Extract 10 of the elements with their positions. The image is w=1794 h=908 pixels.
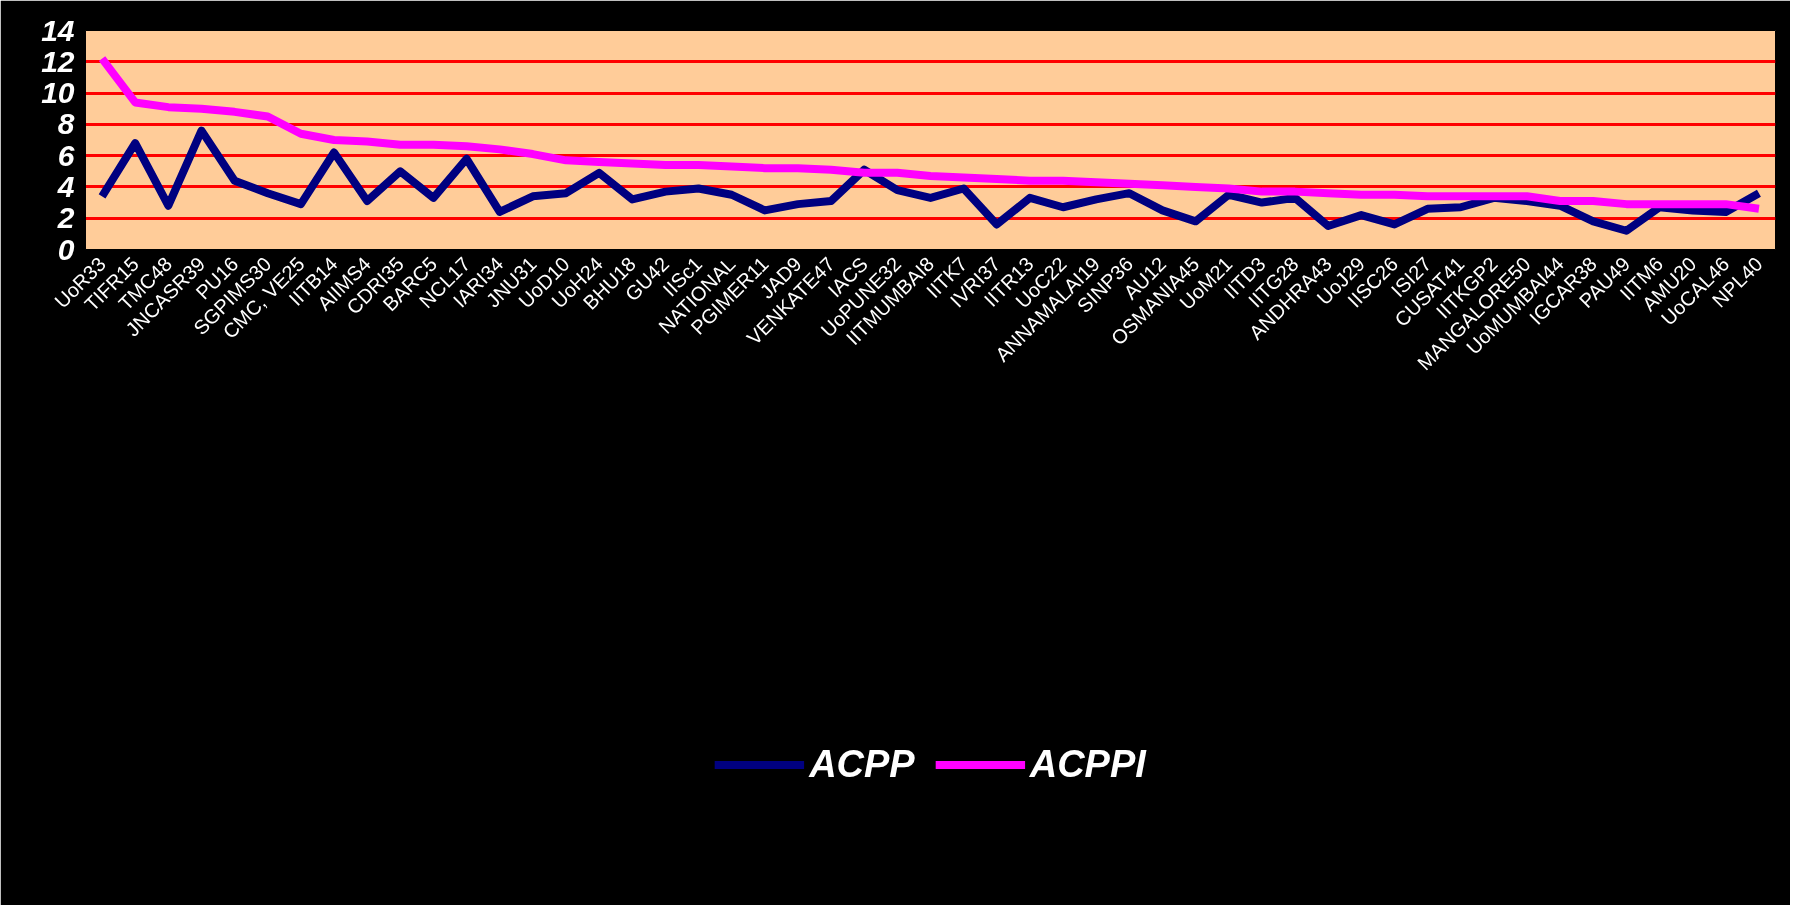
y-tick-label: 2: [56, 201, 75, 235]
y-tick-label: 4: [56, 169, 75, 203]
legend-label: ACPPI: [1029, 742, 1146, 786]
y-tick-label: 6: [57, 138, 75, 172]
legend-label: ACPP: [809, 742, 915, 786]
y-tick-label: 8: [57, 107, 75, 141]
y-tick-label: 14: [41, 13, 75, 47]
y-tick-label: 10: [41, 76, 75, 110]
y-tick-label: 12: [41, 44, 75, 78]
y-tick-label: 0: [57, 232, 75, 266]
